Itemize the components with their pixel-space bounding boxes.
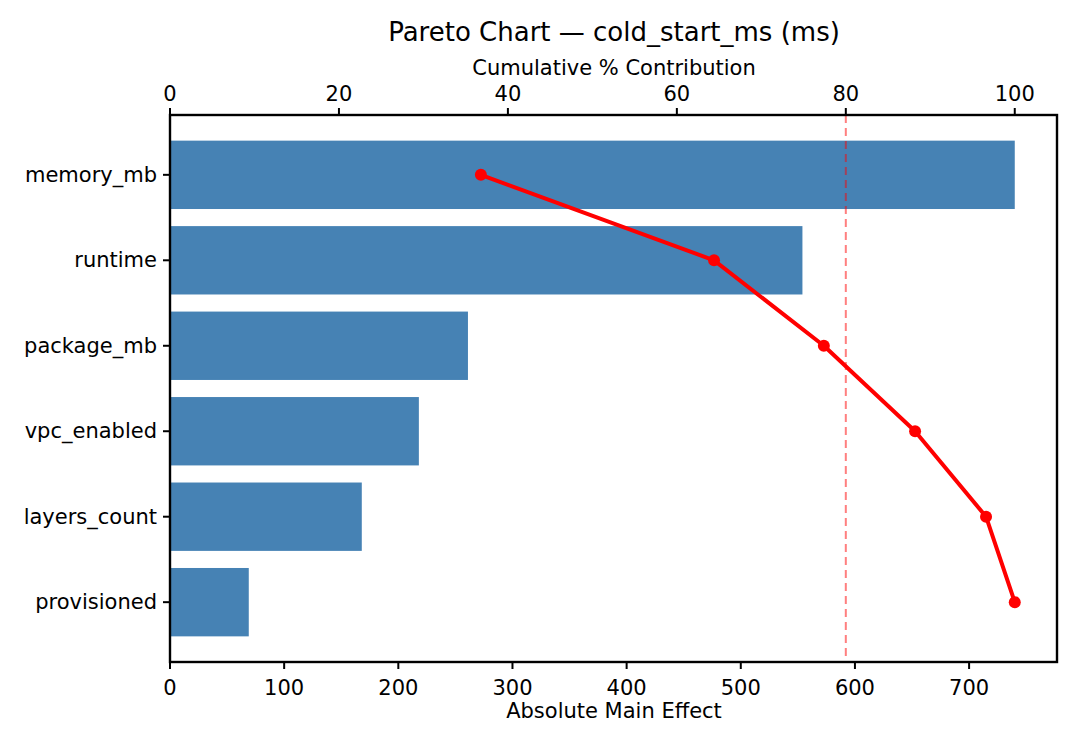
bottom-tick-label: 700 xyxy=(949,676,989,700)
category-label-provisioned: provisioned xyxy=(35,590,157,614)
cumulative-point-package_mb xyxy=(818,340,830,352)
top-tick-label: 60 xyxy=(663,82,690,106)
chart-canvas: 0 100 200 300 400 500 600 700 0 20 40 60 80 100 memory… xyxy=(0,0,1080,750)
cumulative-point-memory_mb xyxy=(475,169,487,181)
top-tick-label: 0 xyxy=(163,82,176,106)
category-label-memory_mb: memory_mb xyxy=(25,163,157,188)
top-tick-label: 40 xyxy=(495,82,522,106)
cumulative-point-provisioned xyxy=(1009,596,1021,608)
top-tick-label: 80 xyxy=(832,82,859,106)
bottom-tick-label: 500 xyxy=(721,676,761,700)
cumulative-point-layers_count xyxy=(980,511,992,523)
pareto-chart-figure: Pareto Chart — cold_start_ms (ms) Cumula… xyxy=(0,0,1080,750)
bar-layers_count xyxy=(170,483,362,551)
category-label-layers_count: layers_count xyxy=(24,505,157,530)
bottom-tick-label: 200 xyxy=(378,676,418,700)
bar-package_mb xyxy=(170,312,468,380)
bottom-tick-label: 100 xyxy=(264,676,304,700)
bottom-tick-label: 600 xyxy=(835,676,875,700)
category-label-package_mb: package_mb xyxy=(24,334,157,359)
top-tick-label: 100 xyxy=(995,82,1035,106)
bar-vpc_enabled xyxy=(170,397,419,465)
bottom-tick-label: 0 xyxy=(163,676,176,700)
top-tick-label: 20 xyxy=(326,82,353,106)
bar-runtime xyxy=(170,226,802,294)
cumulative-point-runtime xyxy=(708,254,720,266)
bottom-tick-label: 400 xyxy=(607,676,647,700)
bar-memory_mb xyxy=(170,141,1015,209)
category-label-runtime: runtime xyxy=(74,248,157,272)
cumulative-point-vpc_enabled xyxy=(909,425,921,437)
category-label-vpc_enabled: vpc_enabled xyxy=(25,419,157,444)
bar-provisioned xyxy=(170,568,249,636)
bottom-tick-label: 300 xyxy=(492,676,532,700)
